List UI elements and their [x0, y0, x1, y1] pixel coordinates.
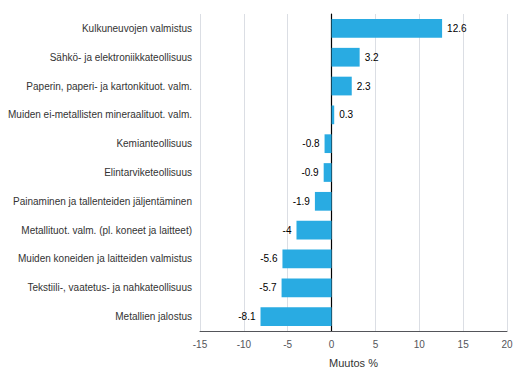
svg-text:Tekstiili-, vaatetus- ja nahka: Tekstiili-, vaatetus- ja nahkateollisuus	[27, 282, 192, 293]
svg-text:Sähkö- ja elektroniikkateollis: Sähkö- ja elektroniikkateollisuus	[50, 52, 192, 63]
svg-text:10: 10	[414, 339, 426, 350]
svg-text:Kulkuneuvojen valmistus: Kulkuneuvojen valmistus	[82, 23, 192, 34]
svg-text:Muutos %: Muutos %	[329, 357, 378, 369]
svg-text:20: 20	[501, 339, 513, 350]
svg-text:-0.8: -0.8	[302, 138, 320, 149]
svg-text:Painaminen ja tallenteiden jäl: Painaminen ja tallenteiden jäljentäminen	[13, 196, 192, 207]
svg-text:2.3: 2.3	[357, 81, 371, 92]
svg-text:-10: -10	[237, 339, 252, 350]
svg-text:Muiden koneiden ja laitteiden: Muiden koneiden ja laitteiden valmistus	[18, 253, 192, 264]
svg-text:Kemianteollisuus: Kemianteollisuus	[116, 138, 192, 149]
svg-text:3.2: 3.2	[365, 52, 379, 63]
svg-text:-1.9: -1.9	[293, 196, 311, 207]
svg-text:-5: -5	[283, 339, 292, 350]
svg-text:-4: -4	[283, 225, 292, 236]
svg-text:5: 5	[373, 339, 379, 350]
svg-text:0: 0	[329, 339, 335, 350]
svg-text:0.3: 0.3	[339, 109, 353, 120]
svg-text:12.6: 12.6	[447, 23, 467, 34]
svg-text:-8.1: -8.1	[238, 311, 256, 322]
svg-text:-5.6: -5.6	[260, 253, 278, 264]
svg-text:Paperin, paperi- ja kartonkitu: Paperin, paperi- ja kartonkituot. valm.	[26, 81, 192, 92]
svg-text:15: 15	[458, 339, 470, 350]
svg-text:-15: -15	[193, 339, 208, 350]
svg-text:Metallien jalostus: Metallien jalostus	[115, 311, 192, 322]
svg-text:Metallituot. valm. (pl. koneet: Metallituot. valm. (pl. koneet ja laitte…	[21, 225, 192, 236]
svg-text:Elintarviketeollisuus: Elintarviketeollisuus	[104, 167, 192, 178]
svg-text:-0.9: -0.9	[301, 167, 319, 178]
svg-text:-5.7: -5.7	[259, 282, 277, 293]
svg-text:Muiden ei-metallisten mineraal: Muiden ei-metallisten mineraalituot. val…	[8, 109, 192, 120]
